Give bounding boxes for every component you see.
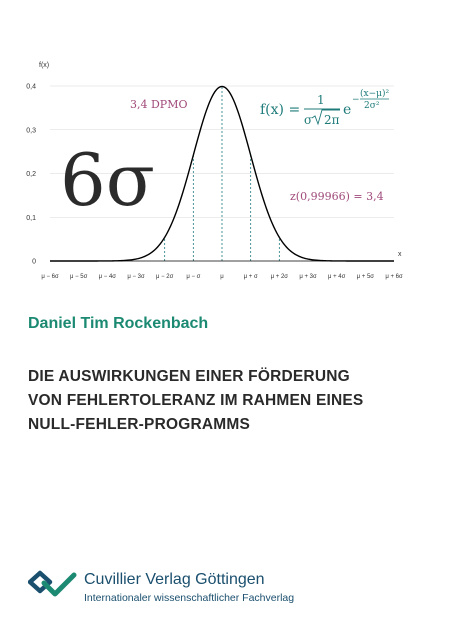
title-line: VON FEHLERTOLERANZ IM RAHMEN EINES	[28, 392, 364, 409]
x-tick-labels: μ − 6σ μ − 5σ μ − 4σ μ − 3σ μ − 2σ μ − σ μ μ + …	[41, 274, 403, 280]
formula-exp-denominator: 2σ²	[364, 101, 380, 111]
x-tick-label: μ − 5σ	[70, 274, 88, 280]
x-tick-label: μ + 5σ	[357, 274, 375, 280]
density-formula: f(x) = 1 σ 2π e − (x−μ)² 2σ²	[260, 88, 389, 127]
y-tick-label: 0,4	[26, 84, 36, 91]
title-line: DIE AUSWIRKUNGEN EINER FÖRDERUNG	[28, 368, 350, 385]
y-tick-label: 0,1	[26, 215, 36, 222]
x-tick-label: μ + 3σ	[299, 274, 317, 280]
sigma-dashed-lines	[164, 86, 280, 261]
z-value-annotation: z(0,99966) = 3,4	[290, 190, 384, 203]
x-tick-label: μ − 6σ	[41, 274, 59, 280]
formula-exp-numerator: (x−μ)²	[360, 88, 389, 99]
y-tick-label: 0	[32, 259, 36, 266]
formula-numerator: 1	[317, 93, 325, 107]
book-title: DIE AUSWIRKUNGEN EINER FÖRDERUNG VON FEH…	[28, 365, 428, 437]
square-root-sign	[311, 109, 340, 126]
x-axis-label: x	[398, 251, 402, 258]
y-axis-label: f(x)	[39, 62, 49, 69]
formula-exp-sign: −	[352, 95, 360, 105]
publisher-name: Cuvillier Verlag Göttingen	[84, 571, 265, 588]
x-tick-label: μ − 2σ	[156, 274, 174, 280]
x-tick-label: μ	[220, 274, 224, 280]
x-tick-label: μ + 2σ	[271, 274, 289, 280]
x-tick-label: μ − σ	[186, 274, 200, 280]
y-tick-label: 0,3	[26, 127, 36, 134]
publisher-tagline: Internationaler wissenschaftlicher Fachv…	[84, 592, 295, 604]
x-tick-label: μ − 3σ	[127, 274, 145, 280]
formula-denominator-root: 2π	[324, 113, 340, 127]
formula-lhs: f(x) =	[260, 102, 300, 118]
publisher-block: Cuvillier Verlag Göttingen International…	[28, 568, 348, 608]
author-name: Daniel Tim Rockenbach	[28, 315, 209, 332]
y-tick-label: 0,2	[26, 171, 36, 178]
x-tick-label: μ + 4σ	[328, 274, 346, 280]
x-tick-label: μ + σ	[244, 274, 258, 280]
y-tick-labels: 0 0,1 0,2 0,3 0,4	[26, 84, 36, 266]
x-tick-label: μ + 6σ	[385, 274, 403, 280]
normal-distribution-chart: 00,10,20,30,4 μ − 6σ μ − 5σ μ − 4σ μ − 3σ μ …	[26, 62, 403, 280]
title-line: NULL-FEHLER-PROGRAMMS	[28, 416, 251, 433]
dpmo-annotation: 3,4 DPMO	[130, 98, 188, 111]
x-tick-label: μ − 4σ	[99, 274, 117, 280]
formula-denominator-sigma: σ	[304, 113, 312, 127]
six-sigma-symbol: 6σ	[60, 138, 155, 222]
cuvillier-logo-icon	[28, 570, 77, 597]
formula-e: e	[343, 102, 351, 118]
